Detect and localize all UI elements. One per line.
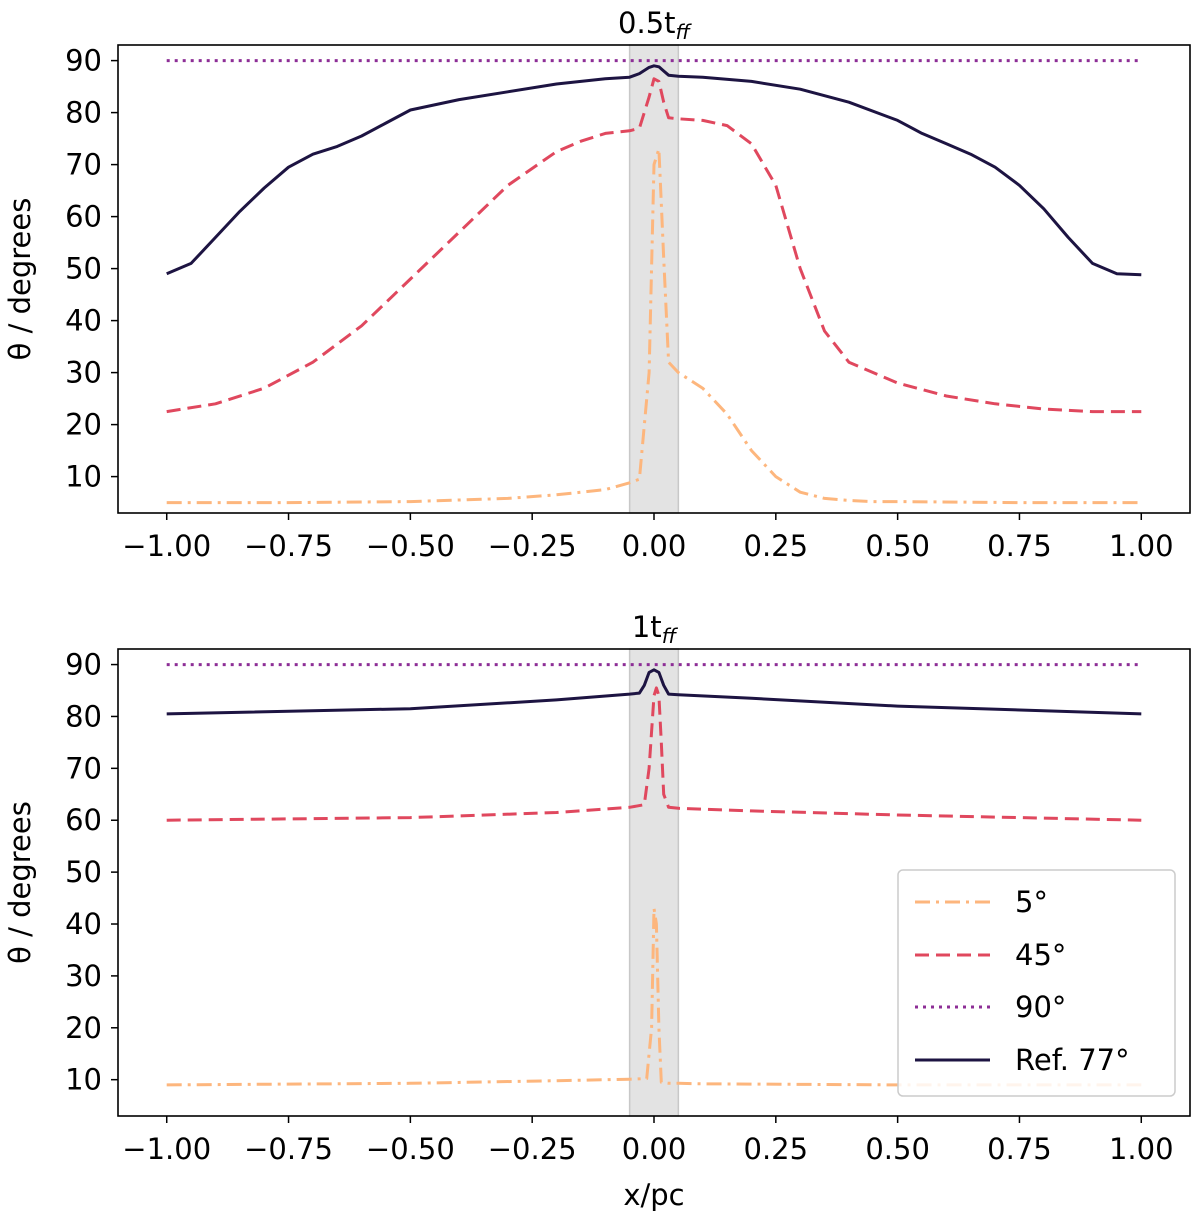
y-axis-label: θ / degrees	[3, 801, 37, 964]
y-tick-label: 40	[65, 304, 102, 338]
series-lines	[166, 59, 1142, 505]
legend-label: 5°	[1015, 885, 1048, 919]
y-tick-label: 80	[65, 699, 102, 733]
y-tick-label: 50	[65, 855, 102, 889]
legend: 5° 45° 90° Ref. 77°	[897, 869, 1176, 1097]
x-axis-ticks: −1.00 −0.75 −0.50 −0.25 0.00 0.25 0.50 0.75 1.00	[122, 1116, 1174, 1166]
y-tick-label: 70	[65, 148, 102, 182]
shaded-region	[628, 648, 680, 1117]
y-axis-ticks: 10 20 30 40 50 60 70 80 90	[65, 44, 118, 494]
x-axis-ticks: −1.00 −0.75 −0.50 −0.25 0.00 0.25 0.50 0.75 1.00	[122, 513, 1174, 563]
y-tick-label: 20	[65, 1011, 102, 1045]
series-line-Ref77	[166, 64, 1142, 277]
y-tick-label: 10	[65, 460, 102, 494]
series-line-5	[166, 906, 1142, 1087]
legend-label: Ref. 77°	[1015, 1043, 1130, 1077]
y-tick-label: 90	[65, 44, 102, 78]
y-tick-label: 80	[65, 96, 102, 130]
x-tick-label: −0.50	[366, 529, 455, 563]
x-axis-label: x/pc	[623, 1178, 684, 1212]
y-tick-label: 40	[65, 907, 102, 941]
shaded-region	[628, 44, 680, 514]
panel-title: 0.5tff	[618, 6, 693, 44]
panel-bottom: −1.00 −0.75 −0.50 −0.25 0.00 0.25 0.50 0.75 1.00…	[3, 610, 1191, 1212]
legend-label: 45°	[1015, 938, 1066, 972]
y-axis-ticks: 10 20 30 40 50 60 70 80 90	[65, 648, 118, 1097]
x-tick-label: −1.00	[122, 1132, 211, 1166]
y-tick-label: 60	[65, 200, 102, 234]
x-tick-label: 0.75	[987, 529, 1052, 563]
y-tick-label: 30	[65, 356, 102, 390]
x-tick-label: −0.25	[488, 1132, 577, 1166]
x-tick-label: −0.75	[244, 529, 333, 563]
series-line-45	[166, 686, 1142, 822]
series-line-Ref77	[166, 668, 1142, 716]
legend-box	[897, 869, 1176, 1097]
x-tick-label: −1.00	[122, 529, 211, 563]
y-tick-label: 20	[65, 408, 102, 442]
x-tick-label: −0.50	[366, 1132, 455, 1166]
panel-top: −1.00 −0.75 −0.50 −0.25 0.00 0.25 0.50 0.75 1.00…	[3, 6, 1191, 563]
y-axis-label: θ / degrees	[3, 198, 37, 361]
y-tick-label: 70	[65, 751, 102, 785]
x-tick-label: 0.25	[744, 1132, 809, 1166]
x-tick-label: 0.50	[865, 529, 930, 563]
y-tick-label: 90	[65, 648, 102, 682]
y-tick-label: 50	[65, 252, 102, 286]
x-tick-label: 0.25	[744, 529, 809, 563]
x-tick-label: 1.00	[1109, 529, 1174, 563]
legend-label: 90°	[1015, 990, 1066, 1024]
x-tick-label: 1.00	[1109, 1132, 1174, 1166]
x-tick-label: 0.75	[987, 1132, 1052, 1166]
x-tick-label: −0.25	[488, 529, 577, 563]
series-line-45	[166, 77, 1142, 414]
panel-title: 1tff	[632, 610, 679, 648]
x-tick-label: 0.00	[622, 1132, 687, 1166]
y-tick-label: 60	[65, 803, 102, 837]
legend-entries: 5° 45° 90° Ref. 77°	[915, 885, 1130, 1077]
x-tick-label: 0.50	[865, 1132, 930, 1166]
series-lines	[166, 663, 1142, 1087]
x-tick-label: −0.75	[244, 1132, 333, 1166]
x-tick-label: 0.00	[622, 529, 687, 563]
y-tick-label: 10	[65, 1063, 102, 1097]
y-tick-label: 30	[65, 959, 102, 993]
